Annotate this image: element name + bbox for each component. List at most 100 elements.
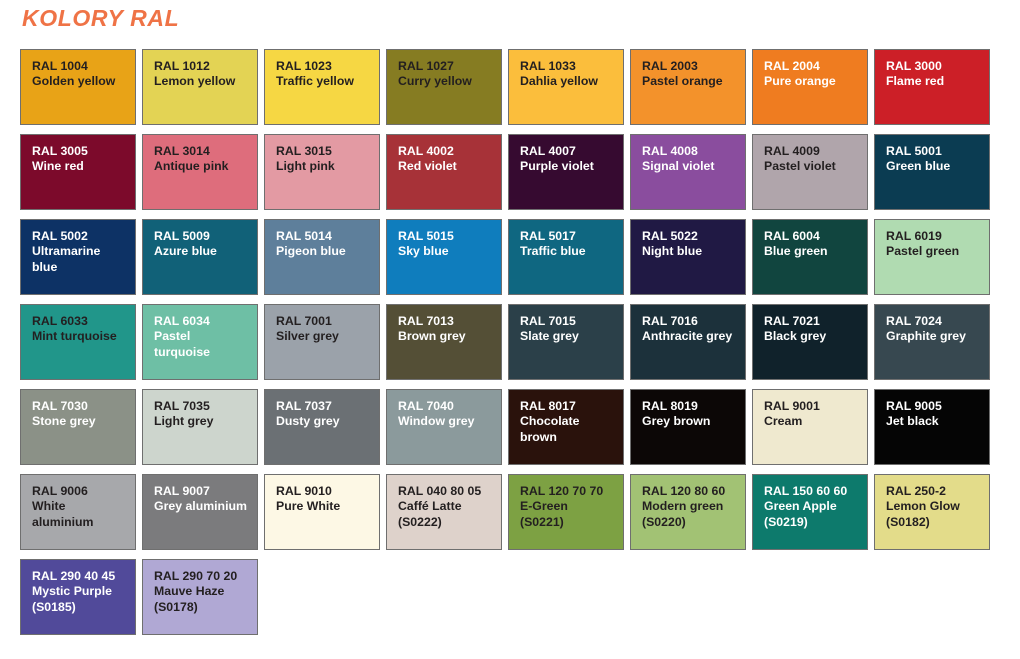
color-swatch[interactable]: RAL 7013 Brown grey xyxy=(386,304,502,380)
color-swatch[interactable]: RAL 040 80 05 Caffé Latte (S0222) xyxy=(386,474,502,550)
color-swatch[interactable]: RAL 8019 Grey brown xyxy=(630,389,746,465)
color-swatch[interactable]: RAL 2003 Pastel orange xyxy=(630,49,746,125)
swatch-code: RAL 6033 xyxy=(32,314,88,328)
swatch-code: RAL 4002 xyxy=(398,144,454,158)
color-swatch[interactable]: RAL 120 70 70 E-Green (S0221) xyxy=(508,474,624,550)
swatch-code: RAL 120 70 70 xyxy=(520,484,604,498)
color-swatch[interactable]: RAL 5014 Pigeon blue xyxy=(264,219,380,295)
color-swatch[interactable]: RAL 250-2 Lemon Glow (S0182) xyxy=(874,474,990,550)
swatch-name: Graphite grey xyxy=(886,329,966,344)
color-swatch[interactable]: RAL 3005 Wine red xyxy=(20,134,136,210)
swatch-code: RAL 1023 xyxy=(276,59,332,73)
swatch-code: RAL 1004 xyxy=(32,59,88,73)
color-swatch[interactable]: RAL 7021 Black grey xyxy=(752,304,868,380)
color-swatch[interactable]: RAL 1004 Golden yellow xyxy=(20,49,136,125)
color-swatch[interactable]: RAL 9010 Pure White xyxy=(264,474,380,550)
swatch-code: RAL 4008 xyxy=(642,144,698,158)
color-swatch[interactable]: RAL 7016 Anthracite grey xyxy=(630,304,746,380)
color-swatch[interactable]: RAL 4002 Red violet xyxy=(386,134,502,210)
swatch-code: RAL 9007 xyxy=(154,484,210,498)
swatch-subcode: (S0222) xyxy=(398,514,442,529)
color-swatch[interactable]: RAL 3014 Antique pink xyxy=(142,134,258,210)
color-swatch[interactable]: RAL 9007 Grey aluminium xyxy=(142,474,258,550)
swatch-code: RAL 5015 xyxy=(398,229,454,243)
color-swatch[interactable]: RAL 5009 Azure blue xyxy=(142,219,258,295)
color-swatch[interactable]: RAL 4008 Signal violet xyxy=(630,134,746,210)
swatch-name: Stone grey xyxy=(32,414,96,429)
swatch-name: Light grey xyxy=(154,414,214,429)
color-swatch-grid: RAL 1004 Golden yellow RAL 1012 Lemon yello… xyxy=(20,49,998,635)
swatch-name: Light pink xyxy=(276,159,335,174)
color-swatch[interactable]: RAL 5017 Traffic blue xyxy=(508,219,624,295)
color-swatch[interactable]: RAL 6033 Mint turquoise xyxy=(20,304,136,380)
swatch-code: RAL 1033 xyxy=(520,59,576,73)
swatch-code: RAL 6019 xyxy=(886,229,942,243)
color-swatch[interactable]: RAL 9001 Cream xyxy=(752,389,868,465)
color-swatch[interactable]: RAL 6004 Blue green xyxy=(752,219,868,295)
swatch-code: RAL 3014 xyxy=(154,144,210,158)
color-swatch[interactable]: RAL 7035 Light grey xyxy=(142,389,258,465)
swatch-name: Flame red xyxy=(886,74,945,89)
color-swatch[interactable]: RAL 5001 Green blue xyxy=(874,134,990,210)
swatch-code: RAL 8017 xyxy=(520,399,576,413)
color-swatch[interactable]: RAL 7015 Slate grey xyxy=(508,304,624,380)
color-swatch[interactable]: RAL 1023 Traffic yellow xyxy=(264,49,380,125)
color-swatch[interactable]: RAL 150 60 60 Green Apple (S0219) xyxy=(752,474,868,550)
swatch-code: RAL 7037 xyxy=(276,399,332,413)
swatch-name: Blue green xyxy=(764,244,828,259)
color-swatch[interactable]: RAL 7040 Window grey xyxy=(386,389,502,465)
color-swatch[interactable]: RAL 3015 Light pink xyxy=(264,134,380,210)
color-swatch[interactable]: RAL 7030 Stone grey xyxy=(20,389,136,465)
swatch-name: Traffic blue xyxy=(520,244,586,259)
color-swatch[interactable]: RAL 1012 Lemon yellow xyxy=(142,49,258,125)
swatch-code: RAL 9001 xyxy=(764,399,820,413)
swatch-code: RAL 290 70 20 xyxy=(154,569,238,583)
swatch-name: Dusty grey xyxy=(276,414,340,429)
color-swatch[interactable]: RAL 3000 Flame red xyxy=(874,49,990,125)
swatch-name: Curry yellow xyxy=(398,74,472,89)
color-swatch[interactable]: RAL 4009 Pastel violet xyxy=(752,134,868,210)
color-swatch[interactable]: RAL 1033 Dahlia yellow xyxy=(508,49,624,125)
swatch-code: RAL 6004 xyxy=(764,229,820,243)
color-swatch[interactable]: RAL 5022 Night blue xyxy=(630,219,746,295)
color-swatch[interactable]: RAL 9006 White aluminium xyxy=(20,474,136,550)
swatch-code: RAL 7016 xyxy=(642,314,698,328)
color-swatch[interactable]: RAL 6019 Pastel green xyxy=(874,219,990,295)
color-swatch[interactable]: RAL 6034 Pastel turquoise xyxy=(142,304,258,380)
color-swatch[interactable]: RAL 7037 Dusty grey xyxy=(264,389,380,465)
color-swatch[interactable]: RAL 5015 Sky blue xyxy=(386,219,502,295)
swatch-code: RAL 5014 xyxy=(276,229,332,243)
swatch-name: Pastel violet xyxy=(764,159,836,174)
color-swatch[interactable]: RAL 2004 Pure orange xyxy=(752,49,868,125)
color-swatch[interactable]: RAL 8017 Chocolate brown xyxy=(508,389,624,465)
swatch-subcode: (S0221) xyxy=(520,514,564,529)
swatch-name: Brown grey xyxy=(398,329,466,344)
swatch-name: Cream xyxy=(764,414,803,429)
swatch-name: Lemon yellow xyxy=(154,74,236,89)
color-swatch[interactable]: RAL 7024 Graphite grey xyxy=(874,304,990,380)
swatch-name: Mint turquoise xyxy=(32,329,117,344)
swatch-name: Traffic yellow xyxy=(276,74,354,89)
swatch-name: Modern green xyxy=(642,499,724,514)
swatch-code: RAL 7021 xyxy=(764,314,820,328)
color-swatch[interactable]: RAL 4007 Purple violet xyxy=(508,134,624,210)
swatch-name: Slate grey xyxy=(520,329,579,344)
swatch-code: RAL 7001 xyxy=(276,314,332,328)
swatch-code: RAL 4009 xyxy=(764,144,820,158)
swatch-code: RAL 7030 xyxy=(32,399,88,413)
color-swatch[interactable]: RAL 290 40 45 Mystic Purple (S0185) xyxy=(20,559,136,635)
color-swatch[interactable]: RAL 290 70 20 Mauve Haze (S0178) xyxy=(142,559,258,635)
swatch-name: Purple violet xyxy=(520,159,594,174)
color-swatch[interactable]: RAL 120 80 60 Modern green (S0220) xyxy=(630,474,746,550)
color-swatch[interactable]: RAL 5002 Ultramarine blue xyxy=(20,219,136,295)
swatch-code: RAL 150 60 60 xyxy=(764,484,848,498)
color-swatch[interactable]: RAL 1027 Curry yellow xyxy=(386,49,502,125)
swatch-name: Antique pink xyxy=(154,159,229,174)
color-swatch[interactable]: RAL 9005 Jet black xyxy=(874,389,990,465)
swatch-name: Wine red xyxy=(32,159,84,174)
color-swatch[interactable]: RAL 7001 Silver grey xyxy=(264,304,380,380)
swatch-name: Green blue xyxy=(886,159,951,174)
swatch-name: Pure White xyxy=(276,499,341,514)
swatch-code: RAL 3005 xyxy=(32,144,88,158)
swatch-name: White aluminium xyxy=(32,499,94,529)
